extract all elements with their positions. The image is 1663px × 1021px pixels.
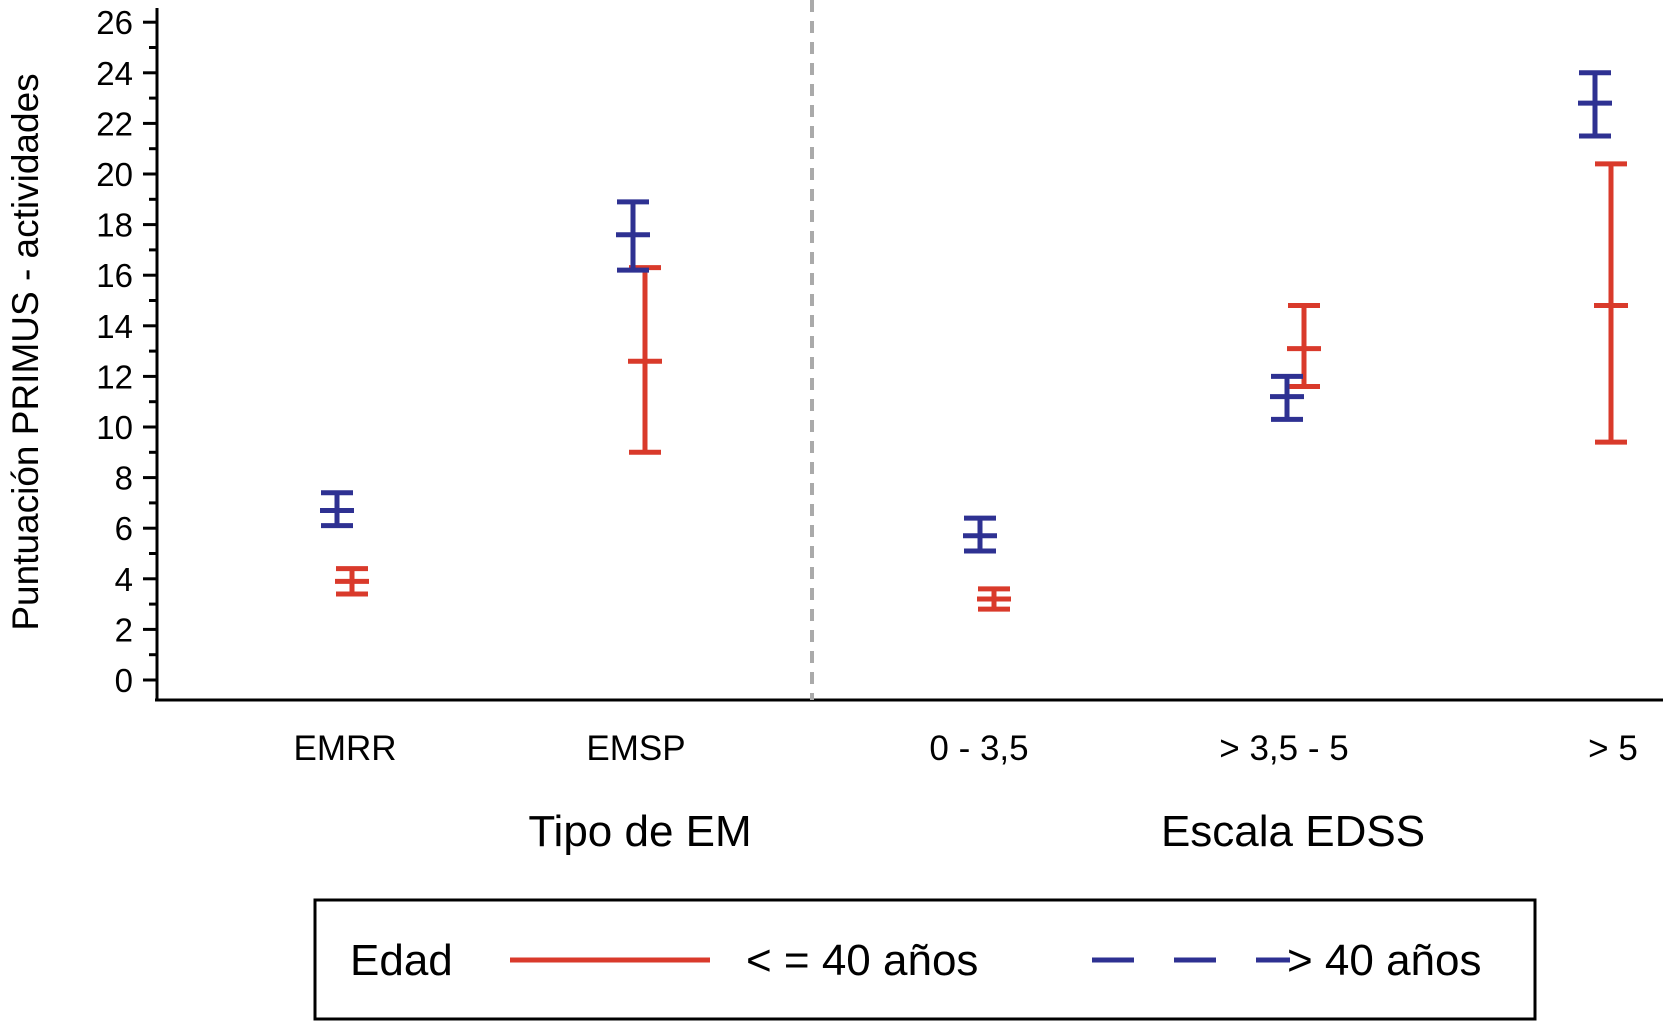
y-tick-label: 4: [115, 561, 133, 598]
y-tick-label: 16: [96, 257, 133, 294]
error-bars: [320, 70, 1628, 612]
y-tick-label: 10: [96, 409, 133, 446]
legend-title: Edad: [350, 936, 453, 985]
legend-box: [313, 898, 1537, 1021]
y-tick-label: 24: [96, 55, 133, 92]
legend: Edad < = 40 años > 40 años: [313, 898, 1537, 1021]
series-under40: [335, 161, 1628, 612]
legend-label-under40: < = 40 años: [746, 936, 978, 985]
group-label-edss: Escala EDSS: [1161, 807, 1425, 856]
y-axis-label: Puntuación PRIMUS - actividades: [5, 73, 46, 630]
y-tick-label: 0: [115, 662, 133, 699]
y-tick-label: 26: [96, 4, 133, 41]
legend-label-over40: > 40 años: [1287, 936, 1482, 985]
y-tick-label: 20: [96, 156, 133, 193]
series-over40: [320, 70, 1612, 554]
category-label-edss-mid: > 3,5 - 5: [1219, 729, 1348, 768]
y-tick-label: 12: [96, 358, 133, 395]
y-tick-label: 22: [96, 105, 133, 142]
y-tick-label: 18: [96, 207, 133, 244]
y-tick-label: 8: [115, 460, 133, 497]
group-label-tipo: Tipo de EM: [528, 807, 751, 856]
category-label-emrr: EMRR: [293, 729, 396, 768]
category-label-edss-high: > 5: [1588, 729, 1638, 768]
y-tick-label: 14: [96, 308, 133, 345]
category-label-emsp: EMSP: [586, 729, 685, 768]
axes: [155, 0, 1663, 702]
category-label-edss-low: 0 - 3,5: [929, 729, 1028, 768]
y-tick-label: 6: [115, 510, 133, 547]
y-tick-label: 2: [115, 611, 133, 648]
